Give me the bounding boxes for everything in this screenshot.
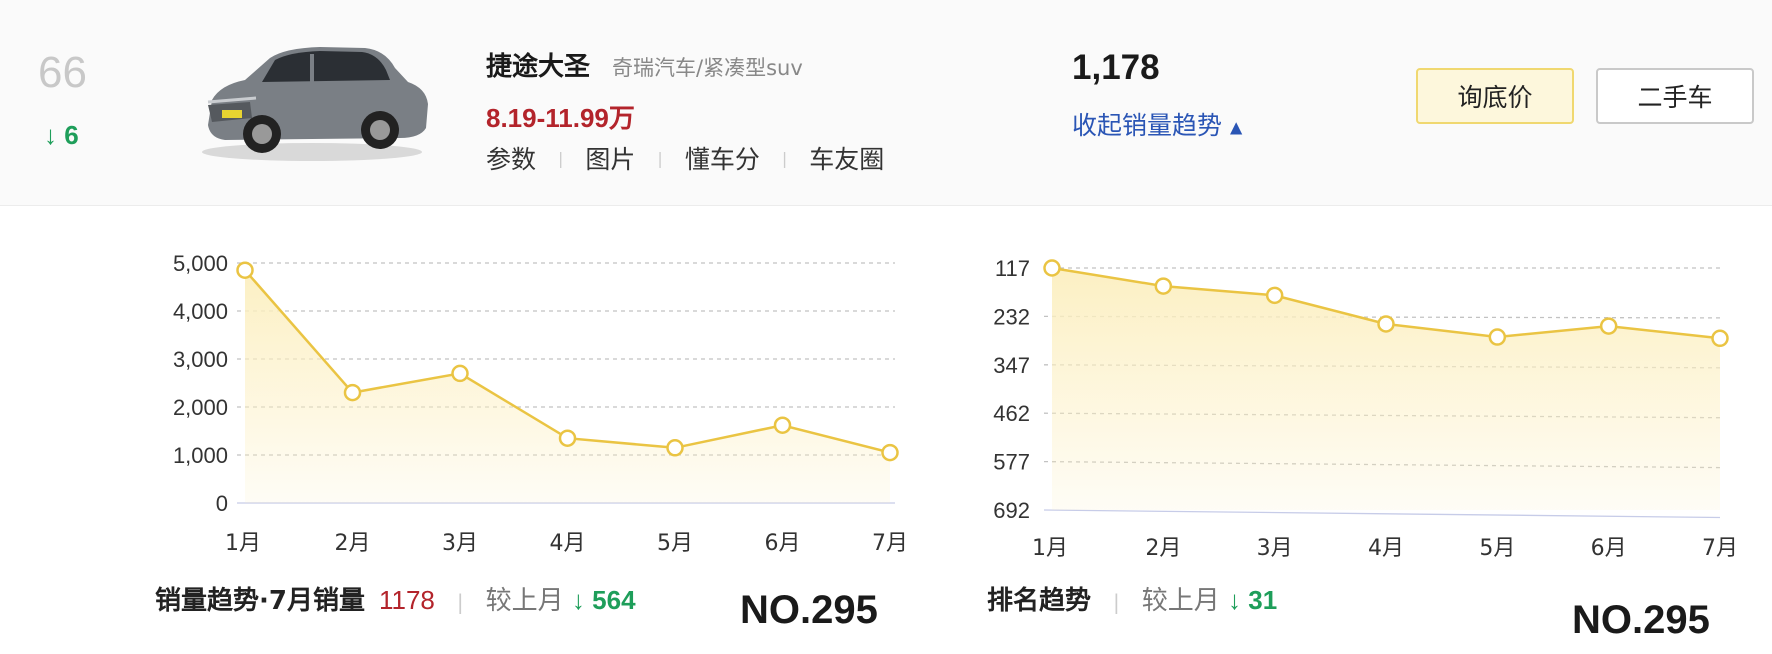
trend-charts: 5,000 4,000 3,000 2,000 1,000 0 1月 2月 3月 4月 5月 6月 7月…: [173, 251, 1738, 561]
x-tick-label: 1月: [225, 531, 261, 556]
rank-number: 66: [38, 48, 87, 97]
x-tick-label: 6月: [1591, 536, 1627, 561]
x-tick-label: 5月: [657, 531, 693, 556]
arrow-down-icon: ↓: [571, 585, 585, 615]
data-point[interactable]: [773, 416, 792, 434]
y-tick-label: 4,000: [173, 299, 228, 324]
data-point[interactable]: [1377, 315, 1395, 333]
compare-label: 较上月: [485, 586, 564, 616]
rank-change: ↓ 31: [1228, 585, 1278, 615]
link-separator: |: [781, 148, 788, 168]
area-fill: [1052, 268, 1720, 510]
car-price: 8.19-11.99万: [486, 103, 635, 133]
data-point[interactable]: [1711, 329, 1729, 348]
x-tick-label: 7月: [872, 531, 908, 556]
trend-rank: NO.295: [1572, 598, 1710, 642]
triangle-up-icon: ▲: [1229, 117, 1243, 137]
x-tick-label: 2月: [335, 531, 371, 556]
arrow-down-icon: ↓: [44, 120, 57, 150]
used-car-button[interactable]: 二手车: [1596, 68, 1754, 124]
sales-trend-footer: 销量趋势·7月销量 1178 | 较上月 ↓ 564: [155, 580, 636, 617]
car-header: 66 ↓ 6 捷途大圣 奇瑞汽车/紧凑型suv 8.19-11.99万 参数 |…: [0, 0, 1772, 206]
x-tick-label: 4月: [1368, 536, 1404, 561]
data-point[interactable]: [1265, 286, 1284, 305]
y-tick-label: 347: [993, 353, 1030, 378]
link-params[interactable]: 参数: [486, 145, 537, 174]
x-tick-label: 1月: [1032, 536, 1068, 561]
data-point[interactable]: [451, 364, 469, 383]
y-tick-label: 2,000: [173, 395, 228, 420]
data-point[interactable]: [558, 429, 577, 447]
inquiry-price-button[interactable]: 询底价: [1416, 68, 1574, 124]
sales-value: 1,178: [1072, 48, 1160, 87]
data-point[interactable]: [1154, 277, 1173, 295]
x-tick-label: 4月: [550, 531, 586, 556]
x-tick-label: 7月: [1702, 536, 1738, 561]
car-brand-type: 奇瑞汽车/紧凑型suv: [612, 56, 803, 80]
data-point[interactable]: [881, 443, 899, 462]
sales-change: ↓ 564: [571, 585, 636, 615]
sales-rank: NO.295: [740, 588, 878, 632]
y-tick-label: 577: [993, 450, 1030, 475]
y-tick-label: 5,000: [173, 251, 228, 276]
collapse-trend-toggle[interactable]: 收起销量趋势 ▲: [1072, 111, 1243, 140]
x-tick-label: 3月: [442, 531, 478, 556]
y-tick-label: 117: [995, 256, 1030, 281]
footer-separator: |: [1113, 590, 1120, 614]
arrow-down-icon: ↓: [1228, 585, 1242, 615]
data-point[interactable]: [236, 261, 254, 279]
monthly-sales: 1178: [378, 585, 435, 615]
sales-trend-title: 销量趋势·7月销量: [155, 586, 365, 616]
rank-trend-footer: 排名趋势 | 较上月 ↓ 31: [987, 580, 1277, 617]
car-name[interactable]: 捷途大圣: [486, 52, 591, 82]
car-image[interactable]: [190, 30, 435, 165]
data-point[interactable]: [1488, 328, 1507, 346]
data-point[interactable]: [666, 439, 684, 457]
y-tick-label: 1,000: [173, 443, 228, 468]
rank-change: ↓ 6: [44, 120, 79, 150]
link-images[interactable]: 图片: [585, 145, 636, 174]
y-tick-label: 3,000: [173, 347, 228, 372]
area-fill: [245, 270, 890, 503]
data-point[interactable]: [343, 383, 362, 402]
y-tick-label: 462: [993, 401, 1030, 426]
x-tick-label: 5月: [1479, 536, 1515, 561]
link-separator: |: [657, 148, 663, 168]
link-community[interactable]: 车友圈: [809, 145, 885, 174]
y-tick-label: 232: [993, 304, 1030, 329]
compare-label: 较上月: [1141, 586, 1220, 616]
x-tick-label: 6月: [765, 531, 801, 556]
link-separator: |: [558, 148, 564, 168]
y-tick-label: 0: [216, 491, 228, 516]
gridline: [1043, 509, 1721, 519]
rank-trend-title: 排名趋势: [987, 586, 1092, 616]
x-tick-label: 3月: [1257, 536, 1293, 561]
footer-separator: |: [456, 590, 464, 614]
data-point[interactable]: [1043, 259, 1061, 277]
x-tick-label: 2月: [1145, 536, 1181, 561]
y-tick-label: 692: [993, 498, 1030, 523]
data-point[interactable]: [1599, 317, 1618, 335]
link-score[interactable]: 懂车分: [684, 145, 760, 174]
car-links: 参数 | 图片 | 懂车分 | 车友圈: [486, 140, 884, 176]
